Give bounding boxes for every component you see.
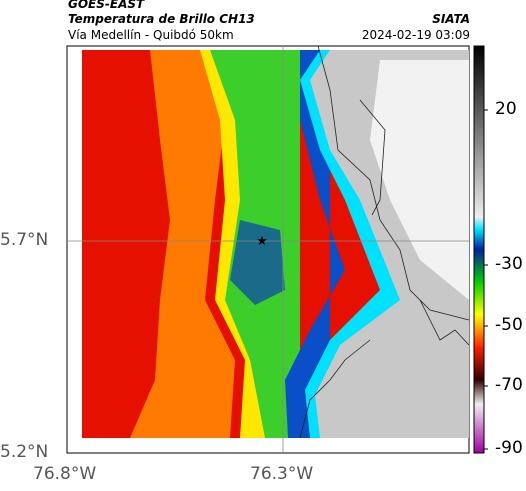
lon-label: 76.8°W [33, 464, 97, 484]
colorbar-tick: -30 [495, 254, 523, 274]
colorbar-tick: 20 [495, 99, 517, 119]
lat-label: 5.7°N [0, 230, 49, 250]
map-area: ★ [66, 45, 470, 454]
colorbar-tick: -50 [495, 315, 523, 335]
title: Temperatura de Brillo CH13 [68, 12, 255, 26]
colorbar-tick: -70 [495, 375, 523, 395]
subtitle: Vía Medellín - Quibdó 50km [68, 28, 234, 42]
colorbar-tick: -90 [495, 438, 523, 458]
agency: SIATA [432, 12, 470, 26]
source: GOES-EAST [68, 0, 145, 11]
lon-label: 76.3°W [250, 464, 314, 484]
svg-text:★: ★ [256, 234, 268, 249]
lat-label: 5.2°N [0, 442, 49, 462]
timestamp: 2024-02-19 03:09 [361, 28, 470, 42]
colorbar [473, 45, 485, 454]
